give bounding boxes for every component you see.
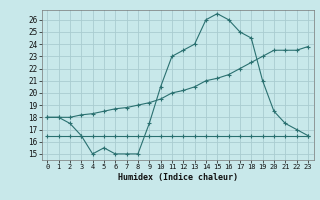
X-axis label: Humidex (Indice chaleur): Humidex (Indice chaleur): [118, 173, 237, 182]
